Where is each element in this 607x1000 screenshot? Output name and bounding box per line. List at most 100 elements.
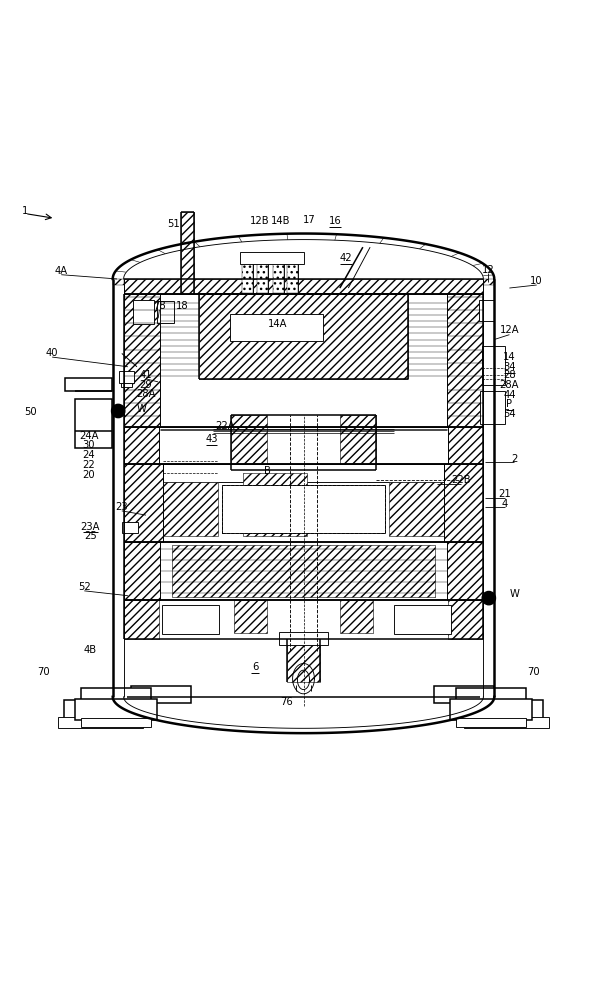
- Text: 22B: 22B: [451, 475, 471, 485]
- Bar: [434, 686, 494, 703]
- Bar: [222, 485, 385, 533]
- Bar: [124, 464, 163, 542]
- Text: 50: 50: [25, 407, 37, 417]
- Text: 21: 21: [498, 489, 511, 499]
- Text: 4B: 4B: [84, 645, 97, 655]
- Bar: [482, 346, 505, 385]
- Text: 34: 34: [503, 362, 516, 372]
- Text: 28A: 28A: [137, 389, 156, 399]
- Bar: [75, 399, 112, 448]
- Text: 70: 70: [37, 667, 49, 677]
- Bar: [257, 257, 268, 293]
- Bar: [124, 294, 160, 427]
- Bar: [340, 600, 373, 633]
- Bar: [257, 257, 268, 294]
- Bar: [240, 252, 304, 264]
- Bar: [231, 415, 267, 470]
- Text: 20: 20: [82, 470, 95, 480]
- Bar: [157, 301, 174, 323]
- Text: 14A: 14A: [268, 319, 288, 329]
- Text: 14B: 14B: [271, 216, 290, 226]
- Bar: [273, 257, 283, 294]
- Bar: [172, 545, 435, 597]
- Text: 23: 23: [115, 502, 128, 512]
- Text: 42: 42: [339, 253, 352, 263]
- Text: 22A: 22A: [215, 421, 234, 431]
- Bar: [64, 700, 137, 721]
- Bar: [124, 279, 483, 294]
- Text: 6: 6: [252, 662, 258, 672]
- Text: 14: 14: [503, 352, 516, 362]
- Text: 24A: 24A: [79, 431, 98, 441]
- Bar: [447, 542, 483, 600]
- Bar: [483, 279, 494, 285]
- Text: 40: 40: [46, 348, 58, 358]
- Circle shape: [112, 404, 125, 418]
- Bar: [65, 378, 112, 391]
- Bar: [81, 688, 151, 700]
- Bar: [119, 371, 134, 383]
- Bar: [124, 427, 159, 464]
- Text: 18: 18: [176, 301, 189, 311]
- Bar: [113, 279, 124, 285]
- Bar: [229, 314, 324, 341]
- Bar: [163, 464, 444, 482]
- Text: 4A: 4A: [55, 266, 68, 276]
- Text: 28: 28: [503, 370, 516, 380]
- Text: 44: 44: [503, 390, 516, 400]
- Circle shape: [482, 591, 495, 605]
- Text: 17: 17: [303, 215, 316, 225]
- Bar: [162, 605, 219, 634]
- Text: 10: 10: [531, 276, 543, 286]
- Bar: [456, 688, 526, 700]
- Bar: [181, 212, 194, 294]
- Bar: [234, 600, 267, 633]
- Text: 22: 22: [82, 460, 95, 470]
- Bar: [287, 639, 320, 682]
- Text: 41: 41: [140, 370, 152, 380]
- Text: W: W: [136, 404, 146, 414]
- Bar: [75, 699, 157, 720]
- Bar: [448, 427, 483, 464]
- Text: B: B: [263, 466, 271, 476]
- Bar: [394, 605, 451, 634]
- Bar: [133, 300, 154, 324]
- Bar: [163, 482, 217, 536]
- Text: 16: 16: [328, 216, 341, 226]
- Bar: [123, 522, 138, 533]
- Bar: [121, 383, 132, 387]
- Bar: [480, 391, 504, 424]
- Text: 52: 52: [78, 582, 90, 592]
- Bar: [478, 300, 493, 321]
- Bar: [243, 473, 307, 536]
- Text: 28A: 28A: [500, 380, 519, 390]
- Text: 43: 43: [205, 434, 218, 444]
- Bar: [242, 257, 253, 293]
- Text: 78: 78: [153, 301, 166, 311]
- Bar: [199, 294, 408, 379]
- Text: 76: 76: [280, 697, 293, 707]
- Bar: [470, 700, 543, 721]
- Text: 30: 30: [83, 440, 95, 450]
- Bar: [131, 686, 191, 703]
- Text: 1: 1: [22, 206, 28, 216]
- Text: 12A: 12A: [500, 325, 519, 335]
- Bar: [450, 699, 532, 720]
- Bar: [390, 482, 444, 536]
- Bar: [124, 600, 159, 639]
- Text: 12: 12: [482, 265, 495, 275]
- Text: 2: 2: [511, 454, 517, 464]
- Text: P: P: [506, 399, 512, 409]
- Bar: [287, 257, 298, 293]
- Bar: [464, 717, 549, 728]
- Bar: [81, 718, 151, 727]
- Bar: [58, 717, 143, 728]
- Text: 4: 4: [501, 499, 507, 509]
- Bar: [124, 542, 160, 600]
- Bar: [456, 718, 526, 727]
- Text: 29: 29: [140, 380, 152, 390]
- Bar: [242, 257, 253, 294]
- Bar: [444, 464, 483, 542]
- Text: 70: 70: [527, 667, 540, 677]
- Text: 24: 24: [82, 450, 95, 460]
